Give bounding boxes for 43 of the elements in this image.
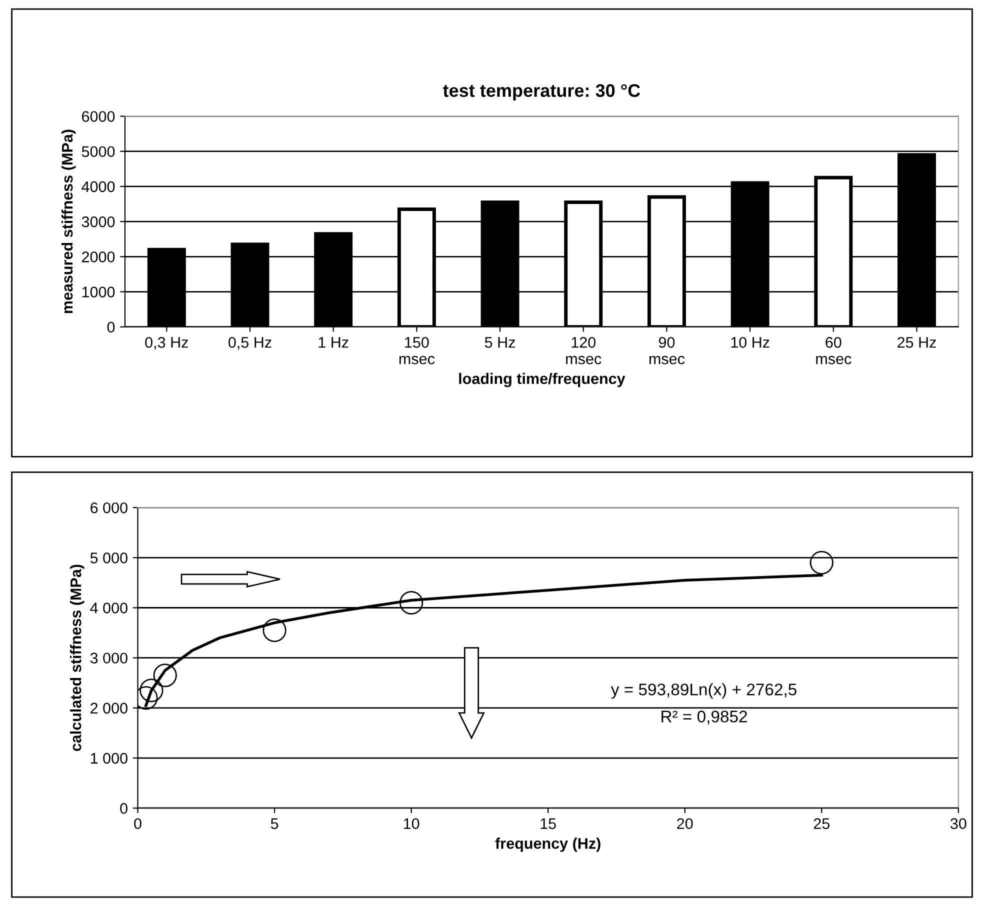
chart-title: test temperature: 30 °C: [442, 84, 640, 101]
y-axis-title: calculated stiffness (MPa): [70, 564, 84, 752]
y-tick-label: 1000: [82, 286, 115, 298]
y-tick-label: 5000: [82, 146, 115, 158]
y-tick-label: 6000: [82, 111, 115, 122]
x-axis-title: frequency (Hz): [495, 838, 600, 852]
y-tick-label: 5 000: [90, 552, 128, 564]
point: [400, 590, 424, 615]
y-tick-label: 6 000: [90, 502, 128, 514]
x-tick-label: 10: [404, 818, 420, 830]
x-tick-label: 25: [814, 818, 830, 830]
x-tick-label: 150 msec: [399, 337, 435, 364]
point: [262, 618, 286, 642]
y-axis-title: measured stiffness (MPa): [61, 130, 76, 314]
y-tick-label: 4000: [82, 181, 115, 192]
x-tick-label: 5 Hz: [484, 337, 515, 348]
y-tick-label: 2000: [82, 252, 115, 262]
y-tick-label: 1 000: [90, 752, 128, 764]
x-tick-label: 0,5 Hz: [228, 337, 272, 350]
x-tick-label: 10 Hz: [731, 337, 770, 348]
x-tick-label: 90 msec: [649, 337, 685, 364]
x-tick-label: 5: [270, 818, 278, 830]
y-tick-label: 0: [120, 802, 128, 814]
x-tick-label: 0: [134, 818, 142, 830]
point: [153, 664, 177, 688]
x-axis-title: loading time/frequency: [459, 372, 626, 388]
x-tick-label: 120 msec: [566, 337, 602, 364]
annotation: R² = 0,9852: [662, 710, 747, 724]
x-tick-label: 60 msec: [816, 337, 852, 364]
x-tick-label: 30: [950, 818, 966, 830]
x-tick-label: 1 Hz: [318, 337, 348, 348]
y-tick-label: 3 000: [90, 652, 128, 664]
x-tick-label: 25 Hz: [898, 337, 936, 348]
point: [140, 678, 164, 702]
x-tick-label: 15: [540, 818, 556, 830]
y-tick-label: 4 000: [90, 602, 128, 614]
x-tick-label: 0,3 Hz: [145, 337, 188, 350]
annotation: y = 593,89Ln(x) + 2762,5: [610, 683, 796, 699]
y-tick-label: 3000: [82, 216, 115, 228]
y-tick-label: 2 000: [90, 702, 128, 714]
point: [810, 550, 834, 574]
y-tick-label: 0: [107, 322, 115, 333]
x-tick-label: 20: [677, 818, 693, 830]
